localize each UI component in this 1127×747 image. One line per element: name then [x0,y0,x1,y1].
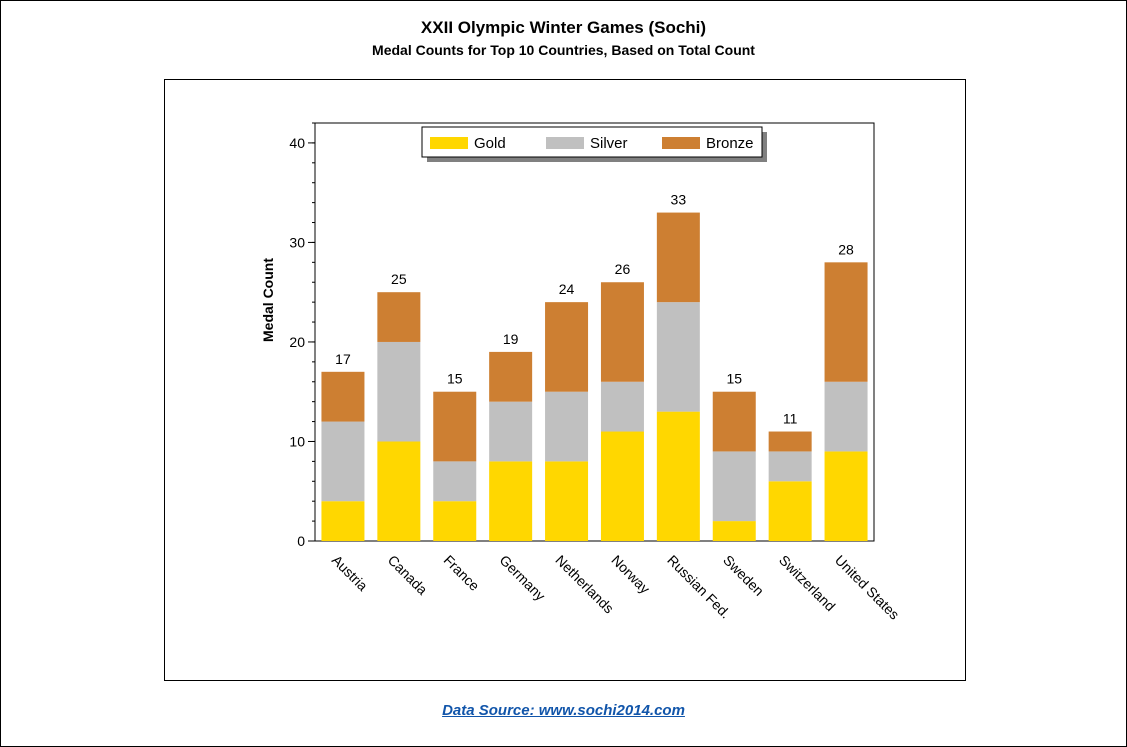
bar-silver-8 [768,451,812,482]
legend-box [421,126,763,158]
bar-silver-0 [321,421,365,502]
legend-swatch-silver [546,137,584,149]
bar-gold-4 [545,461,589,541]
bar-gold-7 [712,521,756,541]
legend-label-gold: Gold [474,135,506,152]
legend-label-bronze: Bronze [706,135,754,152]
bar-gold-9 [824,451,868,541]
bar-gold-6 [656,411,700,541]
y-tick-label: 20 [289,334,305,350]
bar-total-label: 15 [447,371,463,387]
bar-silver-6 [656,302,700,412]
bar-bronze-4 [545,302,589,392]
y-tick-label: 30 [289,234,305,250]
bar-total-label: 33 [671,192,687,208]
bar-total-label: 25 [391,271,407,287]
bar-gold-2 [433,501,477,541]
x-tick-label: Austria [329,552,371,594]
bar-total-label: 17 [335,351,351,367]
x-tick-label: United States [832,552,903,623]
bar-total-label: 24 [559,281,575,297]
chart-title: XXII Olympic Winter Games (Sochi) [420,18,707,37]
bar-silver-1 [377,341,421,442]
bar-bronze-3 [489,351,533,402]
bar-silver-9 [824,381,868,452]
bar-bronze-9 [824,262,868,382]
chart-panel: Medal Count 0 10 20 30 40 17 Austria 25 Canada 15… [164,79,966,681]
y-axis-label: Medal Count [260,258,276,342]
bar-bronze-7 [712,391,756,452]
bar-silver-3 [489,401,533,462]
bar-total-label: 19 [503,331,519,347]
bar-total-label: 15 [726,371,742,387]
x-tick-label: Netherlands [552,552,617,617]
bar-silver-5 [600,381,644,432]
bar-bronze-0 [321,371,365,422]
bar-silver-7 [712,451,756,522]
bar-gold-3 [489,461,533,541]
data-source-link[interactable]: Data Source: www.sochi2014.com [442,702,685,719]
x-tick-label: Sweden [720,552,767,599]
bar-bronze-5 [600,282,644,382]
bar-gold-0 [321,501,365,541]
bar-bronze-8 [768,431,812,452]
legend-swatch-gold [430,137,468,149]
x-tick-label: France [441,552,483,594]
bar-bronze-1 [377,292,421,342]
bar-gold-8 [768,481,812,541]
bar-total-label: 11 [783,411,798,427]
stacked-bar-chart: Medal Count 0 10 20 30 40 17 Austria 25 Canada 15… [260,122,903,623]
chart-subtitle: Medal Counts for Top 10 Countries, Based… [372,42,755,58]
bar-total-label: 28 [838,241,854,257]
y-tick-label: 0 [297,533,305,549]
x-tick-label: Switzerland [776,552,838,614]
x-tick-label: Norway [608,552,653,597]
bar-gold-1 [377,441,421,541]
bar-silver-2 [433,461,477,502]
x-tick-label: Germany [497,552,549,604]
legend-swatch-bronze [662,137,700,149]
bar-total-label: 26 [615,261,631,277]
y-tick-label: 10 [289,433,305,449]
legend-label-silver: Silver [590,135,628,152]
bar-gold-5 [600,431,644,541]
bar-bronze-6 [656,212,700,303]
bar-silver-4 [545,391,589,462]
bar-bronze-2 [433,391,477,462]
x-tick-label: Canada [385,552,431,598]
y-tick-label: 40 [289,135,305,151]
